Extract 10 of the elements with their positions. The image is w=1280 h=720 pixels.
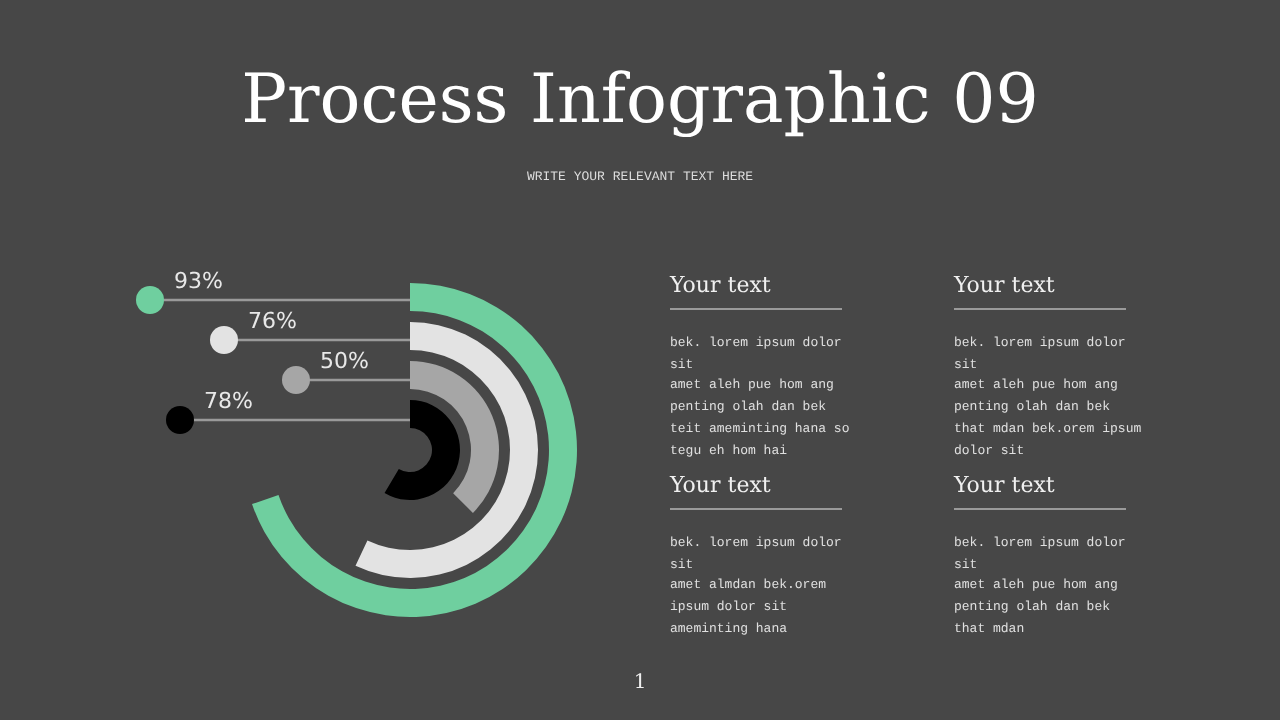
data-label: 76%: [248, 308, 297, 334]
text: Your text: [670, 272, 773, 300]
data-label: 78%: [204, 388, 253, 414]
text: Your text: [670, 472, 773, 500]
data-label: 50%: [320, 348, 369, 374]
text: Your text: [954, 272, 1057, 300]
data-label: 93%: [174, 268, 223, 294]
text: Your text: [954, 472, 1057, 500]
text: 1: [631, 672, 649, 694]
text: Process Infographic 09: [239, 60, 1041, 140]
